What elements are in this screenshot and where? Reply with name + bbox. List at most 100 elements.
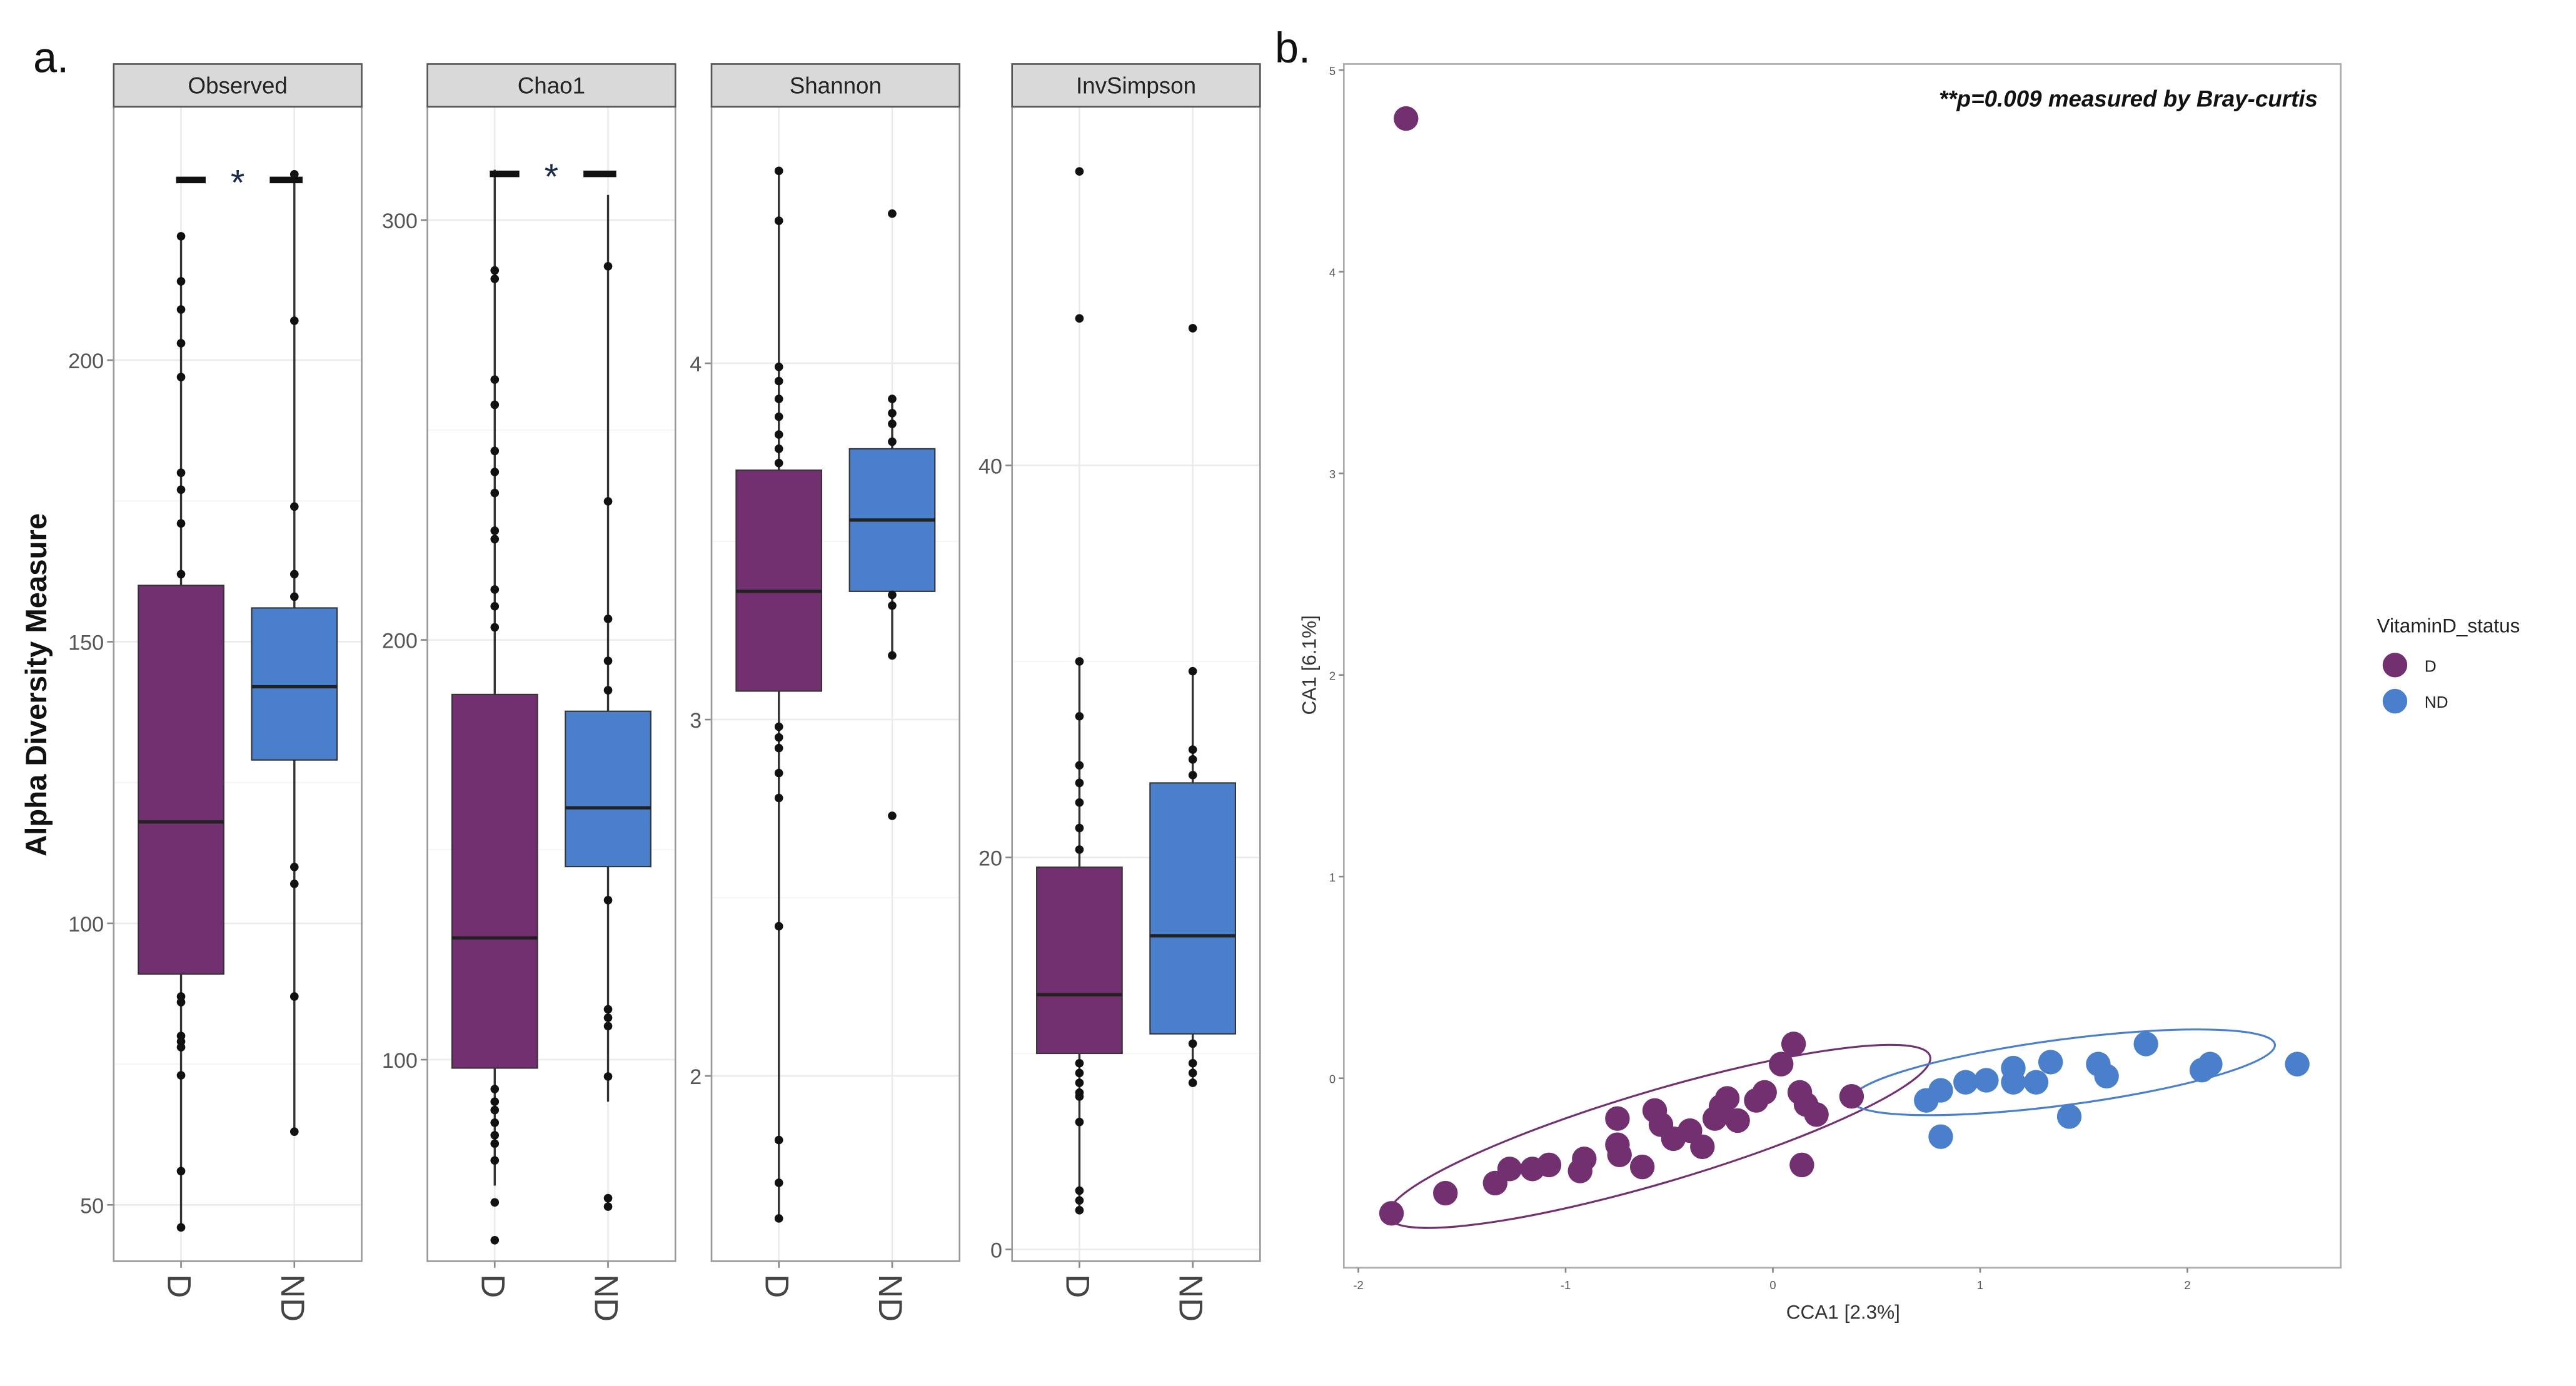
y-tick-label: 2 — [690, 1065, 702, 1089]
scatter-point-ND — [2038, 1050, 2063, 1075]
x-tick-label-ND: ND — [1172, 1274, 1209, 1322]
data-point-D — [176, 998, 186, 1007]
data-point-ND — [289, 1127, 299, 1137]
facet-strip — [426, 63, 677, 108]
data-point-ND — [1188, 1068, 1197, 1078]
data-point-D — [490, 526, 500, 535]
data-point-D — [774, 768, 783, 778]
significance-star: * — [545, 157, 558, 197]
data-point-D — [1075, 711, 1084, 721]
data-point-D — [774, 166, 783, 176]
data-point-ND — [603, 1013, 613, 1022]
data-point-ND — [1188, 771, 1197, 780]
scatter-point-ND — [1974, 1068, 1999, 1093]
data-point-D — [490, 274, 500, 283]
data-point-D — [176, 570, 186, 579]
data-point-D — [1075, 1068, 1084, 1078]
data-point-ND — [888, 409, 897, 418]
x-axis-title: CCA1 [2.3%] — [1786, 1300, 1900, 1323]
y-tick-label: 4 — [1329, 266, 1336, 279]
data-point-D — [490, 1118, 500, 1127]
box-D — [735, 470, 823, 692]
x-tick-label-D: D — [161, 1274, 198, 1298]
y-tick-label: 4 — [690, 353, 702, 376]
facet-strip — [1011, 63, 1261, 108]
data-point-D — [774, 733, 783, 742]
scatter-point-D — [1769, 1052, 1794, 1077]
y-tick-label: 100 — [382, 1049, 418, 1073]
x-tick-label: 0 — [1769, 1278, 1776, 1292]
y-tick-label: 200 — [382, 630, 418, 653]
data-point-D — [490, 535, 500, 544]
data-point-D — [176, 485, 186, 495]
data-point-D — [490, 1085, 500, 1093]
data-point-D — [490, 1156, 500, 1165]
x-tick-label: 1 — [1977, 1278, 1983, 1292]
data-point-ND — [289, 992, 299, 1001]
y-tick-label: 2 — [1329, 670, 1336, 683]
data-point-ND — [289, 880, 299, 888]
scatter-point-ND — [2056, 1104, 2082, 1129]
y-tick-label: 50 — [80, 1194, 104, 1218]
scatter-point-D — [1433, 1180, 1458, 1206]
data-point-D — [1075, 1078, 1084, 1087]
data-point-D — [490, 1139, 500, 1148]
data-point-D — [774, 444, 783, 453]
facet-strip — [710, 63, 960, 108]
data-point-D — [774, 376, 783, 386]
data-point-D — [774, 394, 783, 403]
data-point-D — [774, 722, 783, 731]
scatter-point-ND — [2285, 1052, 2310, 1077]
data-point-D — [490, 446, 500, 456]
data-point-ND — [1188, 1078, 1197, 1087]
scatter-point-D — [1714, 1086, 1740, 1111]
box-ND — [1149, 782, 1236, 1035]
facet-title: InvSimpson — [1076, 73, 1196, 99]
data-point-D — [774, 1135, 783, 1145]
scatter-point-D — [1607, 1142, 1632, 1167]
data-point-D — [774, 793, 783, 803]
y-tick-label: 150 — [68, 631, 104, 655]
data-point-ND — [603, 497, 613, 506]
plot-background — [427, 106, 676, 1262]
data-point-ND — [888, 590, 897, 600]
scatter-point-ND — [2001, 1070, 2026, 1095]
data-point-ND — [289, 502, 299, 511]
data-point-D — [1075, 1092, 1084, 1101]
ordination-panel: -2 -1 0 1 2 0 1 2 3 4 5 **p=0.009 measured by Bray-… — [1298, 63, 2520, 1323]
y-tick-label: 3 — [1329, 468, 1336, 481]
plot-area — [1342, 63, 2342, 1269]
data-point-D — [1075, 657, 1084, 666]
data-point-D — [176, 339, 186, 348]
box-ND — [565, 710, 652, 868]
data-point-ND — [1188, 1058, 1197, 1068]
data-point-D — [490, 585, 500, 594]
scatter-point-ND — [1928, 1078, 1953, 1103]
data-point-D — [1075, 798, 1084, 807]
data-point-D — [1075, 1206, 1084, 1215]
data-point-ND — [603, 686, 613, 695]
data-point-D — [1075, 845, 1084, 854]
data-point-D — [1075, 1058, 1084, 1068]
facet-observed: 50 100 150 200 D ND * Observed — [68, 63, 363, 1322]
y-tick-label: 40 — [979, 455, 1002, 479]
data-point-D — [1075, 1186, 1084, 1195]
y-axis-title: CA1 [6.1%] — [1298, 615, 1321, 715]
data-point-D — [490, 266, 500, 275]
y-axis-title-alpha: Alpha Diversity Measure — [20, 513, 53, 856]
scatter-point-ND — [2133, 1032, 2158, 1057]
data-point-ND — [603, 262, 613, 271]
data-point-D — [490, 1097, 500, 1107]
data-point-D — [176, 468, 186, 478]
data-point-D — [490, 375, 500, 384]
legend-swatch-D — [2382, 653, 2408, 678]
y-tick-label: 0 — [990, 1239, 1002, 1263]
y-tick-label: 5 — [1329, 64, 1336, 78]
data-point-D — [774, 921, 783, 931]
x-tick-label-D: D — [474, 1274, 511, 1298]
x-tick-label: 2 — [2184, 1278, 2190, 1292]
x-tick-label-D: D — [758, 1274, 795, 1298]
data-point-D — [774, 216, 783, 225]
data-point-D — [1075, 1117, 1084, 1127]
